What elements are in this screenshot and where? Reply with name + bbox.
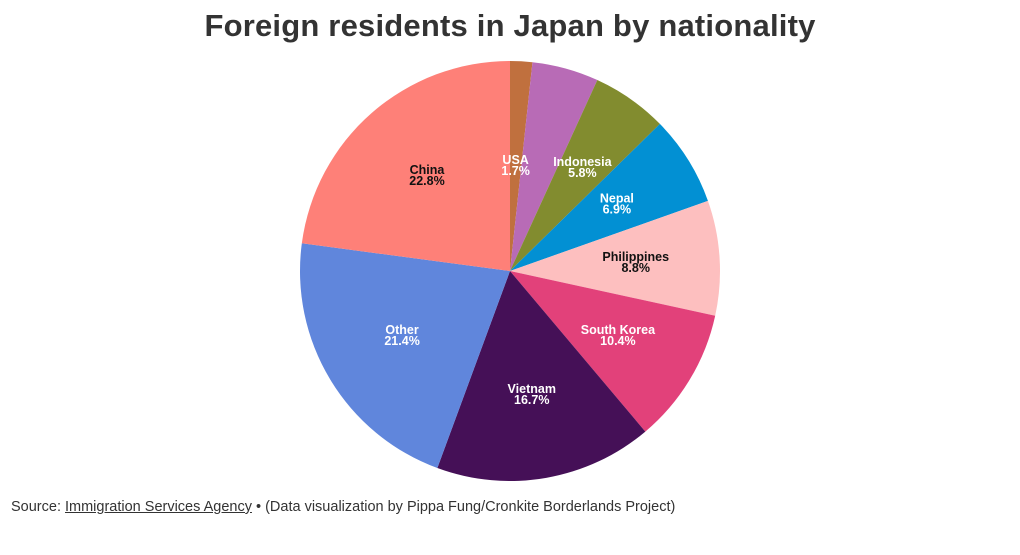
pie-slice-philippines bbox=[510, 200, 720, 316]
chart-title: Foreign residents in Japan by nationalit… bbox=[204, 8, 816, 43]
slice-label-philippines: Philippines bbox=[602, 250, 669, 264]
pie-slice-usa bbox=[510, 61, 533, 271]
pie-slice-nepal bbox=[510, 123, 708, 271]
slice-value-usa: 1.7% bbox=[501, 164, 530, 178]
slice-value-vietnam: 16.7% bbox=[514, 393, 549, 407]
source-suffix: • (Data visualization by Pippa Fung/Cron… bbox=[251, 499, 676, 515]
slice-value-south-korea: 10.4% bbox=[600, 334, 635, 348]
slice-label-other: Other bbox=[385, 323, 418, 337]
slice-label-china: China bbox=[410, 163, 446, 177]
source-note: Source: Immigration Services Agency • (D… bbox=[11, 499, 675, 515]
pie-slice-other bbox=[299, 243, 510, 469]
pie-slice-slice-1 bbox=[510, 62, 598, 272]
slice-value-china: 22.8% bbox=[409, 174, 444, 188]
source-prefix: Source: bbox=[11, 499, 65, 515]
slice-label-indonesia: Indonesia bbox=[553, 155, 612, 169]
slice-value-indonesia: 5.8% bbox=[568, 166, 597, 180]
pie-slice-vietnam bbox=[437, 271, 646, 481]
slice-value-other: 21.4% bbox=[384, 334, 419, 348]
pie-slices bbox=[299, 61, 720, 481]
slice-label-nepal: Nepal bbox=[600, 191, 634, 205]
pie-slice-china bbox=[301, 61, 510, 271]
slice-label-usa: USA bbox=[502, 153, 528, 167]
slice-label-south-korea: South Korea bbox=[581, 323, 656, 337]
pie-slice-south-korea bbox=[510, 271, 716, 432]
slice-value-philippines: 8.8% bbox=[621, 261, 650, 275]
source-link[interactable]: Immigration Services Agency bbox=[65, 499, 252, 515]
slice-label-vietnam: Vietnam bbox=[508, 382, 556, 396]
slice-value-nepal: 6.9% bbox=[603, 202, 632, 216]
pie-slice-indonesia bbox=[510, 80, 660, 271]
